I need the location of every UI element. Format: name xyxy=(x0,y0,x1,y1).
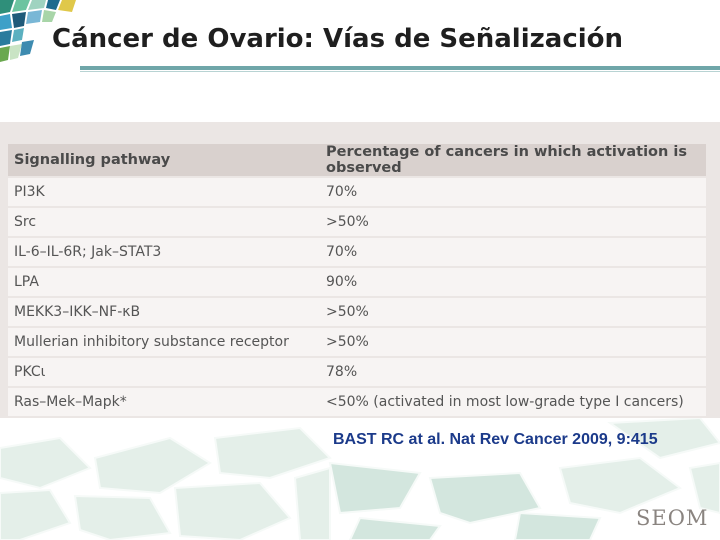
title-rule xyxy=(80,66,720,70)
percentage-cell: <50% (activated in most low-grade type I… xyxy=(320,388,706,416)
table-row: MEKK3–IKK–NF-κB >50% xyxy=(8,298,706,326)
percentage-cell: 78% xyxy=(320,358,706,386)
percentage-cell: 70% xyxy=(320,238,706,266)
table-header-row: Signalling pathway Percentage of cancers… xyxy=(8,144,706,176)
pathway-cell: PKCι xyxy=(8,358,320,386)
table-row: PKCι 78% xyxy=(8,358,706,386)
table-row: PI3K 70% xyxy=(8,178,706,206)
slide-title: Cáncer de Ovario: Vías de Señalización xyxy=(52,24,624,54)
pathway-cell: Mullerian inhibitory substance receptor xyxy=(8,328,320,356)
mosaic-footer-art xyxy=(0,418,720,540)
citation: BAST RC at al. Nat Rev Cancer 2009, 9:41… xyxy=(333,431,658,448)
pathway-cell: IL-6–IL-6R; Jak–STAT3 xyxy=(8,238,320,266)
pathway-cell: LPA xyxy=(8,268,320,296)
table-row: IL-6–IL-6R; Jak–STAT3 70% xyxy=(8,238,706,266)
pathway-cell: Src xyxy=(8,208,320,236)
percentage-cell: >50% xyxy=(320,208,706,236)
table-row: Ras–Mek–Mapk* <50% (activated in most lo… xyxy=(8,388,706,416)
pathway-cell: MEKK3–IKK–NF-κB xyxy=(8,298,320,326)
column-header-pathway: Signalling pathway xyxy=(8,144,320,176)
pathway-cell: Ras–Mek–Mapk* xyxy=(8,388,320,416)
table-panel: Signalling pathway Percentage of cancers… xyxy=(0,122,720,418)
percentage-cell: >50% xyxy=(320,328,706,356)
percentage-cell: 70% xyxy=(320,178,706,206)
table-row: LPA 90% xyxy=(8,268,706,296)
percentage-cell: >50% xyxy=(320,298,706,326)
mosaic-logo-icon xyxy=(0,0,76,62)
title-rule-thin xyxy=(80,71,720,72)
column-header-percentage: Percentage of cancers in which activatio… xyxy=(320,144,706,176)
seom-logo: SEOM xyxy=(636,506,709,530)
table-row: Mullerian inhibitory substance receptor … xyxy=(8,328,706,356)
table-row: Src >50% xyxy=(8,208,706,236)
pathway-cell: PI3K xyxy=(8,178,320,206)
percentage-cell: 90% xyxy=(320,268,706,296)
signalling-table: Signalling pathway Percentage of cancers… xyxy=(8,142,706,418)
